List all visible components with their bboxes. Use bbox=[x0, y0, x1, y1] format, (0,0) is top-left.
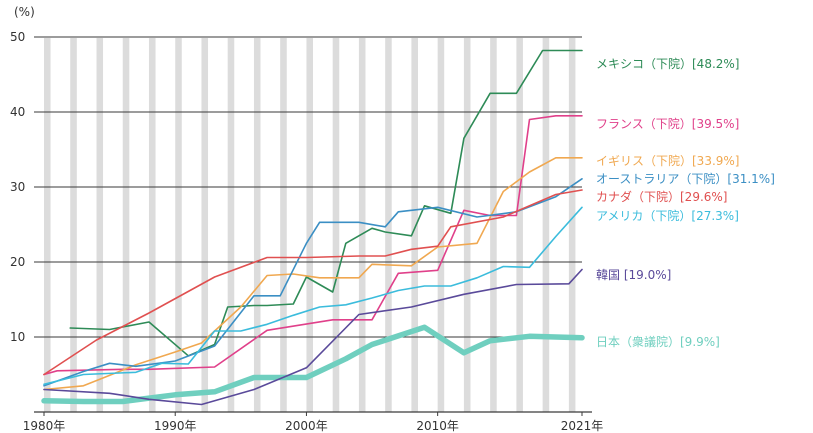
background-band bbox=[306, 38, 313, 412]
series-line-usa bbox=[43, 206, 583, 386]
background-band bbox=[70, 38, 77, 412]
x-tick-label: 2010年 bbox=[416, 419, 459, 433]
background-band bbox=[437, 38, 445, 412]
y-tick-label: 40 bbox=[10, 105, 25, 119]
background-bands bbox=[44, 38, 576, 412]
series-line-japan bbox=[41, 324, 585, 405]
background-band bbox=[490, 38, 497, 412]
series-line-australia bbox=[43, 178, 583, 387]
series-line-mexico bbox=[69, 49, 583, 357]
gridlines bbox=[34, 36, 582, 338]
series-line-canada bbox=[43, 189, 583, 376]
background-band bbox=[175, 38, 182, 412]
series-line-uk bbox=[43, 157, 583, 391]
series-label-australia: オーストラリア（下院）[31.1%] bbox=[596, 172, 775, 186]
background-band bbox=[516, 38, 523, 412]
background-band bbox=[44, 38, 51, 412]
background-band bbox=[568, 38, 576, 412]
series-labels: メキシコ（下院）[48.2%] フランス（下院）[39.5%] イギリス（下院）[3… bbox=[596, 57, 775, 349]
background-band bbox=[253, 38, 261, 412]
y-tick-label: 10 bbox=[10, 330, 25, 344]
background-band bbox=[411, 38, 418, 412]
background-band bbox=[385, 38, 392, 412]
background-band bbox=[227, 38, 235, 412]
series-label-usa: アメリカ（下院）[27.3%] bbox=[596, 209, 739, 223]
x-tick-label: 1990年 bbox=[154, 419, 197, 433]
series-label-canada: カナダ（下院）[29.6%] bbox=[596, 189, 728, 204]
y-unit-label: (%) bbox=[14, 5, 35, 19]
series-lines bbox=[41, 49, 585, 406]
series-label-mexico: メキシコ（下院）[48.2%] bbox=[596, 57, 740, 71]
background-band bbox=[332, 38, 340, 412]
x-tick-label: 2021年 bbox=[561, 419, 604, 433]
y-tick-label: 30 bbox=[10, 180, 25, 194]
axes: 10 20 30 40 50 (%) 1980年 1990年 2000年 2010年 2021年 bbox=[10, 5, 603, 433]
background-band bbox=[201, 38, 209, 412]
y-tick-label: 50 bbox=[10, 30, 25, 44]
background-band bbox=[96, 38, 104, 412]
x-tick-label: 1980年 bbox=[23, 419, 66, 433]
background-band bbox=[148, 38, 156, 412]
series-label-uk: イギリス（下院）[33.9%] bbox=[596, 154, 740, 168]
background-band bbox=[542, 38, 550, 412]
background-band bbox=[280, 38, 287, 412]
y-tick-label: 20 bbox=[10, 255, 25, 269]
series-line-france bbox=[43, 115, 583, 376]
background-band bbox=[122, 38, 130, 412]
background-band bbox=[358, 38, 366, 412]
background-band bbox=[463, 38, 471, 412]
series-label-japan: 日本（衆議院）[9.9%] bbox=[596, 335, 720, 349]
series-line-korea bbox=[43, 268, 583, 406]
series-label-korea: 韓国 [19.0%] bbox=[596, 268, 671, 282]
x-tick-label: 2000年 bbox=[285, 419, 328, 433]
series-label-france: フランス（下院）[39.5%] bbox=[596, 117, 739, 131]
